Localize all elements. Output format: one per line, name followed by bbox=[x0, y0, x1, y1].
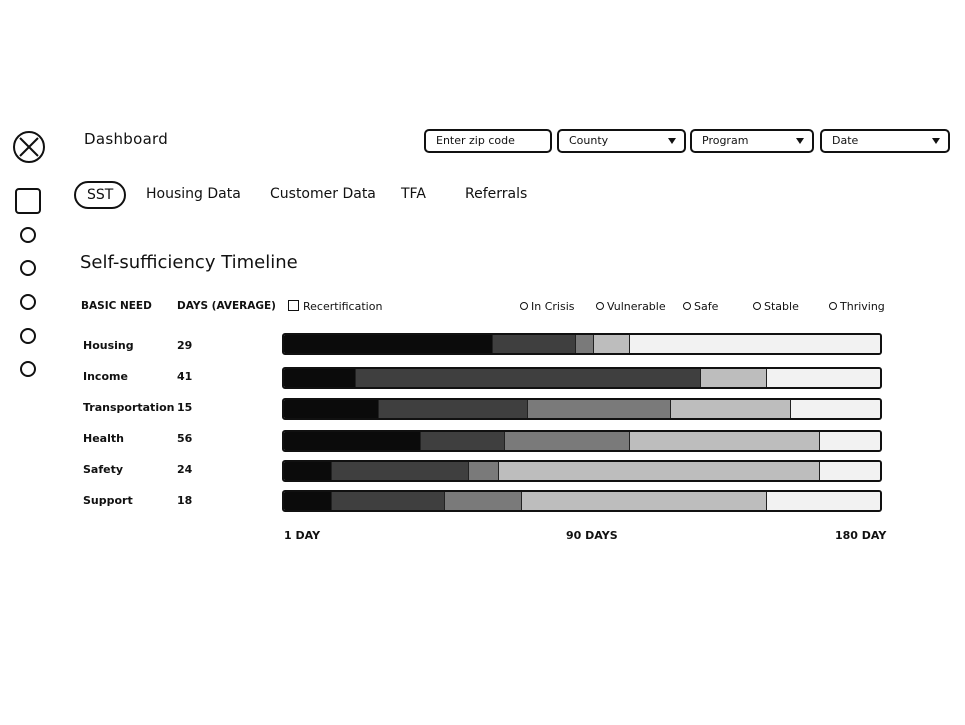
legend-label: Stable bbox=[764, 300, 799, 313]
date-label: Date bbox=[832, 134, 859, 147]
chevron-down-icon bbox=[796, 138, 804, 144]
segment-thriving bbox=[766, 369, 880, 387]
section-title: Self-sufficiency Timeline bbox=[80, 252, 298, 273]
nav-circle-icon[interactable] bbox=[20, 227, 36, 243]
segment-stable bbox=[701, 369, 767, 387]
timeline-bar-income[interactable] bbox=[282, 367, 882, 389]
row-label-housing: Housing bbox=[83, 339, 134, 352]
column-header-days: DAYS (AVERAGE) bbox=[177, 300, 276, 312]
timeline-bar-transportation[interactable] bbox=[282, 398, 882, 420]
row-days-income: 41 bbox=[177, 370, 193, 383]
row-days-transportation: 15 bbox=[177, 401, 193, 414]
tab-referrals[interactable]: Referrals bbox=[465, 186, 528, 202]
segment-in-crisis bbox=[284, 400, 380, 418]
county-dropdown[interactable]: County bbox=[557, 129, 686, 153]
segment-thriving bbox=[629, 335, 880, 353]
zipcode-placeholder: Enter zip code bbox=[436, 134, 515, 147]
row-days-support: 18 bbox=[177, 494, 193, 507]
row-label-income: Income bbox=[83, 370, 128, 383]
segment-thriving bbox=[766, 492, 880, 510]
checkbox-icon bbox=[288, 300, 299, 311]
county-label: County bbox=[569, 134, 609, 147]
row-label-transportation: Transportation bbox=[83, 401, 175, 414]
date-dropdown[interactable]: Date bbox=[820, 129, 950, 153]
segment-safe bbox=[576, 335, 594, 353]
tab-tfa[interactable]: TFA bbox=[401, 186, 426, 202]
segment-vulnerable bbox=[492, 335, 577, 353]
program-dropdown[interactable]: Program bbox=[690, 129, 814, 153]
tab-sst[interactable]: SST bbox=[74, 181, 127, 209]
row-label-safety: Safety bbox=[83, 463, 124, 476]
legend-safe[interactable]: Safe bbox=[683, 300, 718, 313]
nav-circle-icon[interactable] bbox=[20, 260, 36, 276]
axis-label-start: 1 DAY bbox=[284, 529, 321, 542]
timeline-bar-support[interactable] bbox=[282, 490, 882, 512]
chevron-down-icon bbox=[932, 138, 940, 144]
segment-vulnerable bbox=[355, 369, 702, 387]
timeline-bar-housing[interactable] bbox=[282, 333, 882, 355]
segment-stable bbox=[671, 400, 791, 418]
row-label-support: Support bbox=[83, 494, 133, 507]
nav-circle-icon[interactable] bbox=[20, 361, 36, 377]
legend-label: Safe bbox=[694, 300, 719, 313]
legend-label: Thriving bbox=[840, 300, 885, 313]
radio-icon bbox=[683, 302, 691, 310]
nav-square-icon[interactable] bbox=[15, 188, 41, 214]
radio-icon bbox=[520, 302, 528, 310]
page-title: Dashboard bbox=[84, 130, 169, 148]
row-days-housing: 29 bbox=[177, 339, 193, 352]
segment-stable bbox=[593, 335, 630, 353]
nav-circle-icon[interactable] bbox=[20, 328, 36, 344]
segment-stable bbox=[522, 492, 767, 510]
segment-in-crisis bbox=[284, 492, 332, 510]
segment-in-crisis bbox=[284, 369, 356, 387]
program-label: Program bbox=[702, 134, 749, 147]
segment-thriving bbox=[820, 432, 880, 450]
recertification-label: Recertification bbox=[303, 300, 383, 313]
legend-thriving[interactable]: Thriving bbox=[829, 300, 885, 313]
segment-safe bbox=[444, 492, 523, 510]
legend-label: Vulnerable bbox=[607, 300, 666, 313]
radio-icon bbox=[753, 302, 761, 310]
recertification-checkbox[interactable]: Recertification bbox=[288, 300, 382, 313]
segment-stable bbox=[498, 462, 821, 480]
tab-housing-data[interactable]: Housing Data bbox=[146, 186, 241, 202]
segment-in-crisis bbox=[284, 462, 332, 480]
radio-icon bbox=[596, 302, 604, 310]
axis-label-mid: 90 DAYS bbox=[566, 529, 618, 542]
row-days-safety: 24 bbox=[177, 463, 193, 476]
segment-vulnerable bbox=[379, 400, 529, 418]
timeline-bar-safety[interactable] bbox=[282, 460, 882, 482]
logo-icon[interactable] bbox=[12, 130, 46, 164]
segment-vulnerable bbox=[331, 462, 469, 480]
chevron-down-icon bbox=[668, 138, 676, 144]
segment-vulnerable bbox=[331, 492, 445, 510]
legend-vulnerable[interactable]: Vulnerable bbox=[596, 300, 666, 313]
column-header-need: BASIC NEED bbox=[81, 300, 152, 312]
segment-safe bbox=[504, 432, 630, 450]
legend-label: In Crisis bbox=[531, 300, 575, 313]
nav-circle-icon[interactable] bbox=[20, 294, 36, 310]
segment-stable bbox=[629, 432, 821, 450]
segment-thriving bbox=[820, 462, 880, 480]
axis-label-end: 180 DAY bbox=[835, 529, 887, 542]
legend-stable[interactable]: Stable bbox=[753, 300, 799, 313]
zipcode-input[interactable]: Enter zip code bbox=[424, 129, 552, 153]
segment-vulnerable bbox=[421, 432, 505, 450]
segment-in-crisis bbox=[284, 432, 422, 450]
timeline-bar-health[interactable] bbox=[282, 430, 882, 452]
segment-safe bbox=[528, 400, 672, 418]
tab-customer-data[interactable]: Customer Data bbox=[270, 186, 376, 202]
row-days-health: 56 bbox=[177, 432, 193, 445]
segment-safe bbox=[468, 462, 499, 480]
legend-in-crisis[interactable]: In Crisis bbox=[520, 300, 575, 313]
segment-thriving bbox=[790, 400, 880, 418]
radio-icon bbox=[829, 302, 837, 310]
row-label-health: Health bbox=[83, 432, 124, 445]
segment-in-crisis bbox=[284, 335, 493, 353]
